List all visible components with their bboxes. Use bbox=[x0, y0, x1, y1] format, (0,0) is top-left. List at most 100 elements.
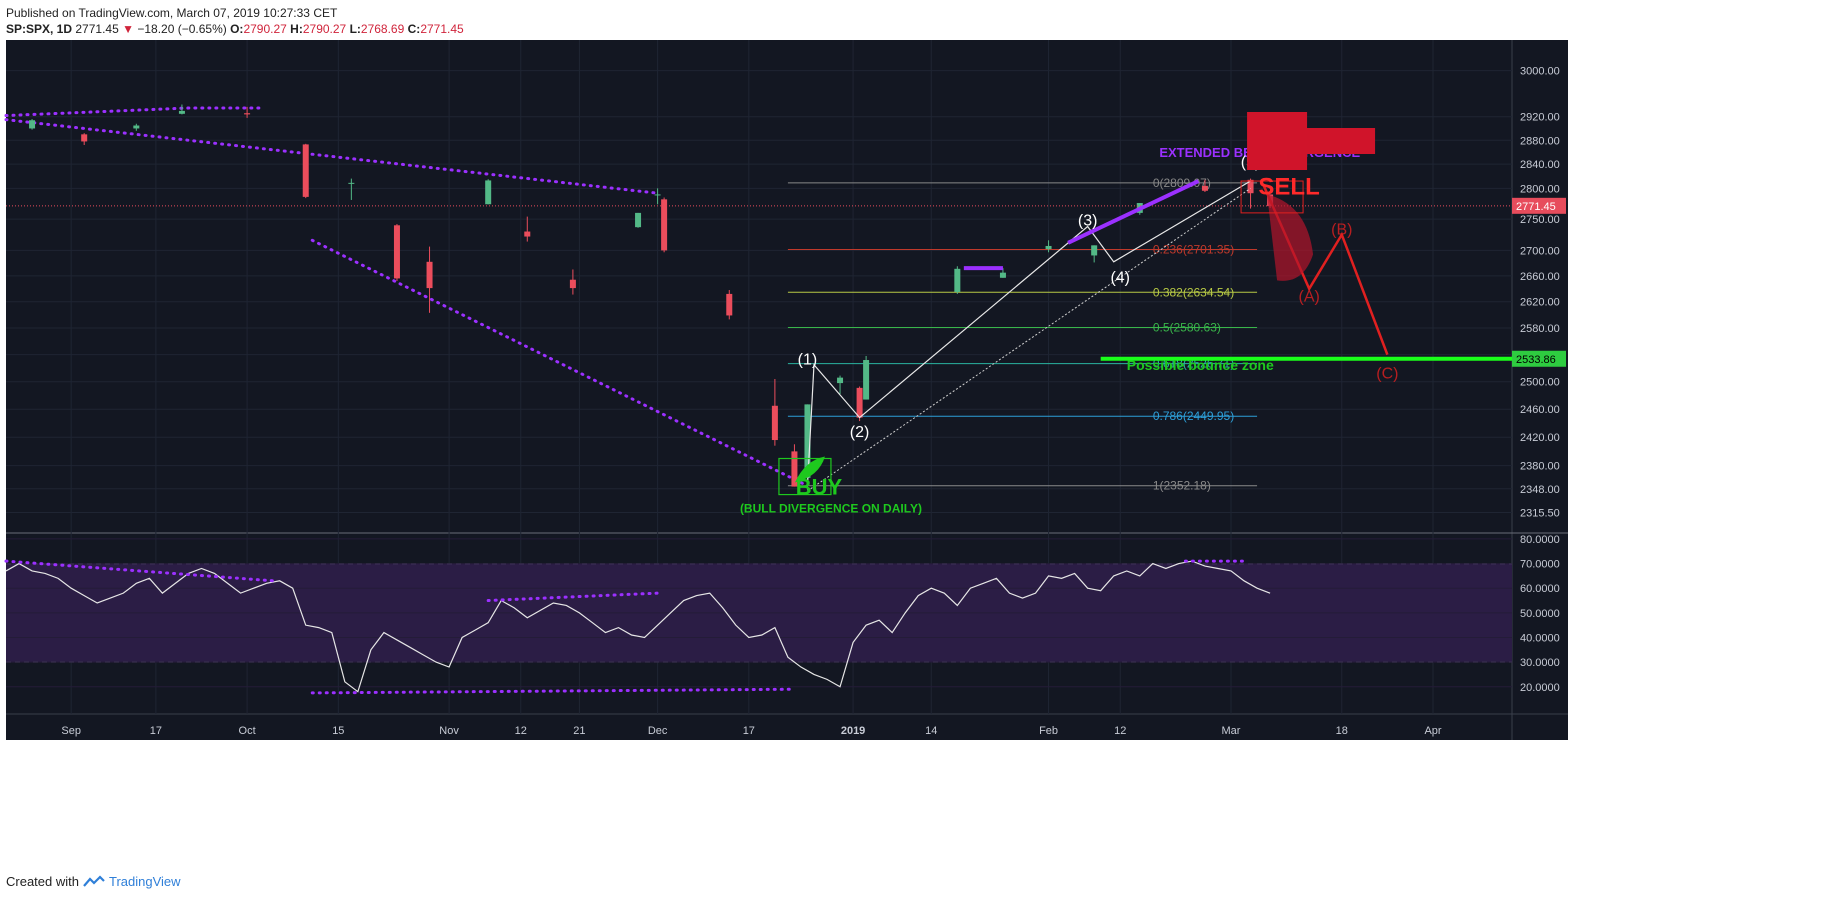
divergence-trendline bbox=[4, 106, 262, 118]
time-tick-label: 14 bbox=[925, 725, 937, 737]
tradingview-logo-icon bbox=[83, 874, 105, 887]
time-tick-label: 12 bbox=[1114, 725, 1126, 737]
wave-label: (B) bbox=[1331, 222, 1352, 239]
fib-level-label: 0.236(2701.35) bbox=[1153, 243, 1234, 257]
rsi-tick-label: 40.0000 bbox=[1520, 632, 1560, 644]
wave-label: (A) bbox=[1299, 289, 1320, 306]
open-label: O: bbox=[230, 22, 244, 36]
candle-body bbox=[178, 110, 185, 114]
fib-level-label: 0.786(2449.95) bbox=[1153, 409, 1234, 423]
low-label: L: bbox=[349, 22, 361, 36]
bounce-price-badge bbox=[1512, 350, 1566, 367]
time-tick-label: 12 bbox=[515, 725, 527, 737]
candle-body bbox=[29, 120, 36, 129]
divergence-trendline bbox=[4, 118, 660, 195]
open-value: 2790.27 bbox=[243, 22, 287, 36]
sell-box bbox=[1240, 180, 1304, 214]
divergence-trendline bbox=[310, 238, 809, 488]
rsi-tick-label: 50.0000 bbox=[1520, 608, 1560, 620]
rsi-tick-label: 20.0000 bbox=[1520, 682, 1560, 694]
time-tick-label: 2019 bbox=[841, 725, 865, 737]
candle-body bbox=[654, 194, 661, 196]
candle-body bbox=[81, 134, 88, 142]
high-label: H: bbox=[290, 22, 303, 36]
price-tick-label: 2500.00 bbox=[1520, 377, 1560, 389]
time-tick-label: 15 bbox=[332, 725, 344, 737]
bounce-zone-text: Possible bounce zone bbox=[1127, 357, 1274, 373]
candle-body bbox=[856, 387, 863, 418]
price-tick-label: 2750.00 bbox=[1520, 214, 1560, 226]
price-tick-label: 3000.00 bbox=[1520, 66, 1560, 78]
wave-label: (1) bbox=[798, 352, 818, 369]
candle-body bbox=[348, 182, 355, 184]
price-tick-label: 2315.50 bbox=[1520, 508, 1560, 520]
price-tick-label: 2348.00 bbox=[1520, 484, 1560, 496]
wave-channel-line bbox=[807, 187, 1251, 492]
rsi-tick-label: 30.0000 bbox=[1520, 657, 1560, 669]
time-tick-label: Oct bbox=[239, 725, 256, 737]
fib-level-label: 0(2809.07) bbox=[1153, 176, 1211, 190]
price-tick-label: 2660.00 bbox=[1520, 271, 1560, 283]
hammer-icon bbox=[1247, 112, 1376, 171]
candle-body bbox=[1091, 245, 1098, 256]
sell-text: SELL bbox=[1258, 173, 1319, 200]
price-tick-label: 2800.00 bbox=[1520, 183, 1560, 195]
elliott-wave-line bbox=[806, 180, 1251, 486]
time-tick-label: Nov bbox=[439, 725, 459, 737]
rsi-tick-label: 80.0000 bbox=[1520, 534, 1560, 546]
created-with-label: Created with bbox=[6, 874, 79, 889]
price-tick-label: 2700.00 bbox=[1520, 245, 1560, 257]
price-tick-label: 2840.00 bbox=[1520, 159, 1560, 171]
price-tick-label: 2880.00 bbox=[1520, 135, 1560, 147]
symbol-line: SP:SPX, 1D 2771.45 ▼ −18.20 (−0.65%) O:2… bbox=[6, 22, 464, 36]
symbol-label: SP:SPX, 1D bbox=[6, 22, 73, 36]
candle-body bbox=[133, 125, 140, 129]
footer: Created with TradingView bbox=[6, 874, 181, 889]
current-price-label: 2771.45 bbox=[1516, 201, 1556, 213]
price-tick-label: 2920.00 bbox=[1520, 112, 1560, 124]
candle-body bbox=[569, 279, 576, 289]
candle-body bbox=[1201, 185, 1208, 191]
time-tick-label: 18 bbox=[1336, 725, 1348, 737]
time-tick-label: Dec bbox=[648, 725, 668, 737]
candle-body bbox=[524, 231, 531, 237]
price-chart[interactable]: 3000.00 2920.00 2880.00 2840.00 2800.00 2750.… bbox=[0, 40, 1828, 870]
price-tick-label: 2620.00 bbox=[1520, 297, 1560, 309]
time-tick-label: Mar bbox=[1222, 725, 1241, 737]
time-tick-label: Sep bbox=[61, 725, 81, 737]
candle-body bbox=[1045, 245, 1052, 250]
candle-body bbox=[635, 212, 642, 228]
time-tick-label: 21 bbox=[573, 725, 585, 737]
candle-body bbox=[999, 272, 1006, 278]
buy-text: BUY bbox=[796, 474, 843, 499]
time-tick-label: Feb bbox=[1039, 725, 1058, 737]
candle-body bbox=[863, 360, 870, 400]
buy-box bbox=[778, 457, 832, 496]
candle-body bbox=[954, 268, 961, 292]
low-value: 2768.69 bbox=[360, 22, 405, 36]
close-label: C: bbox=[407, 22, 421, 36]
rocket-icon bbox=[794, 456, 825, 483]
time-tick-label: Apr bbox=[1424, 725, 1441, 737]
price-tick-label: 2460.00 bbox=[1520, 404, 1560, 416]
tradingview-brand[interactable]: TradingView bbox=[108, 874, 181, 889]
bear-divergence-line bbox=[1067, 179, 1200, 245]
rsi-tick-label: 60.0000 bbox=[1520, 583, 1560, 595]
current-price-badge bbox=[1512, 197, 1566, 214]
price-tick-label: 2580.00 bbox=[1520, 323, 1560, 335]
close-value: 2771.45 bbox=[420, 22, 464, 36]
time-tick-label: 17 bbox=[150, 725, 162, 737]
down-arrow-icon: ▼ bbox=[122, 22, 134, 36]
candle-body bbox=[485, 180, 492, 205]
time-tick-label: 17 bbox=[743, 725, 755, 737]
candle-body bbox=[726, 293, 733, 316]
candle-body bbox=[804, 404, 811, 478]
price-tick-label: 2380.00 bbox=[1520, 461, 1560, 473]
published-line: Published on TradingView.com, March 07, … bbox=[6, 6, 338, 20]
fib-level-label: 0.382(2634.54) bbox=[1153, 285, 1234, 299]
candle-body bbox=[771, 405, 778, 441]
wave-label: (4) bbox=[1110, 269, 1130, 286]
wave-label: (3) bbox=[1078, 212, 1098, 229]
candle-body bbox=[837, 377, 844, 384]
candle-body bbox=[302, 144, 309, 197]
